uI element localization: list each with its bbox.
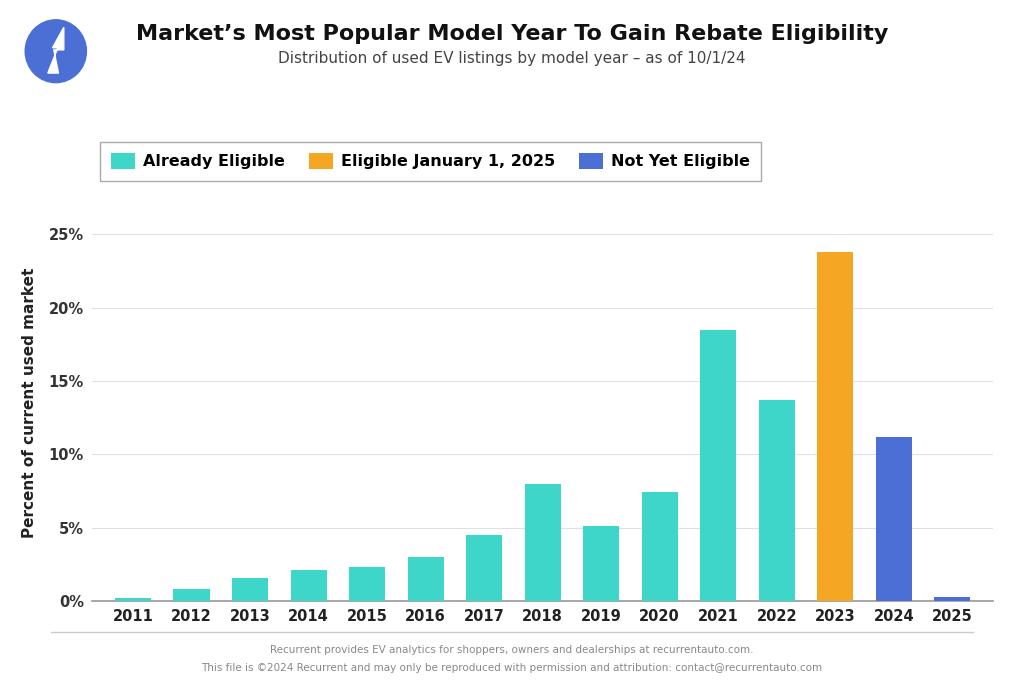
- Bar: [583, 526, 620, 601]
- Legend: Already Eligible, Eligible January 1, 2025, Not Yet Eligible: Already Eligible, Eligible January 1, 20…: [100, 141, 762, 180]
- Bar: [349, 568, 385, 601]
- Bar: [817, 252, 853, 601]
- Bar: [700, 330, 736, 601]
- Bar: [291, 570, 327, 601]
- Y-axis label: Percent of current used market: Percent of current used market: [23, 268, 38, 538]
- Text: Market’s Most Popular Model Year To Gain Rebate Eligibility: Market’s Most Popular Model Year To Gain…: [136, 24, 888, 44]
- Circle shape: [26, 20, 86, 83]
- Bar: [759, 400, 795, 601]
- Bar: [173, 589, 210, 601]
- Bar: [115, 598, 152, 601]
- Polygon shape: [48, 27, 63, 73]
- Bar: [934, 597, 971, 601]
- Bar: [876, 436, 912, 601]
- Text: This file is ©2024 Recurrent and may only be reproduced with permission and attr: This file is ©2024 Recurrent and may onl…: [202, 663, 822, 673]
- Bar: [466, 535, 503, 601]
- Text: Recurrent provides EV analytics for shoppers, owners and dealerships at recurren: Recurrent provides EV analytics for shop…: [270, 645, 754, 655]
- Bar: [524, 484, 561, 601]
- Bar: [232, 578, 268, 601]
- Text: Distribution of used EV listings by model year – as of 10/1/24: Distribution of used EV listings by mode…: [279, 51, 745, 66]
- Bar: [408, 557, 443, 601]
- Bar: [642, 492, 678, 601]
